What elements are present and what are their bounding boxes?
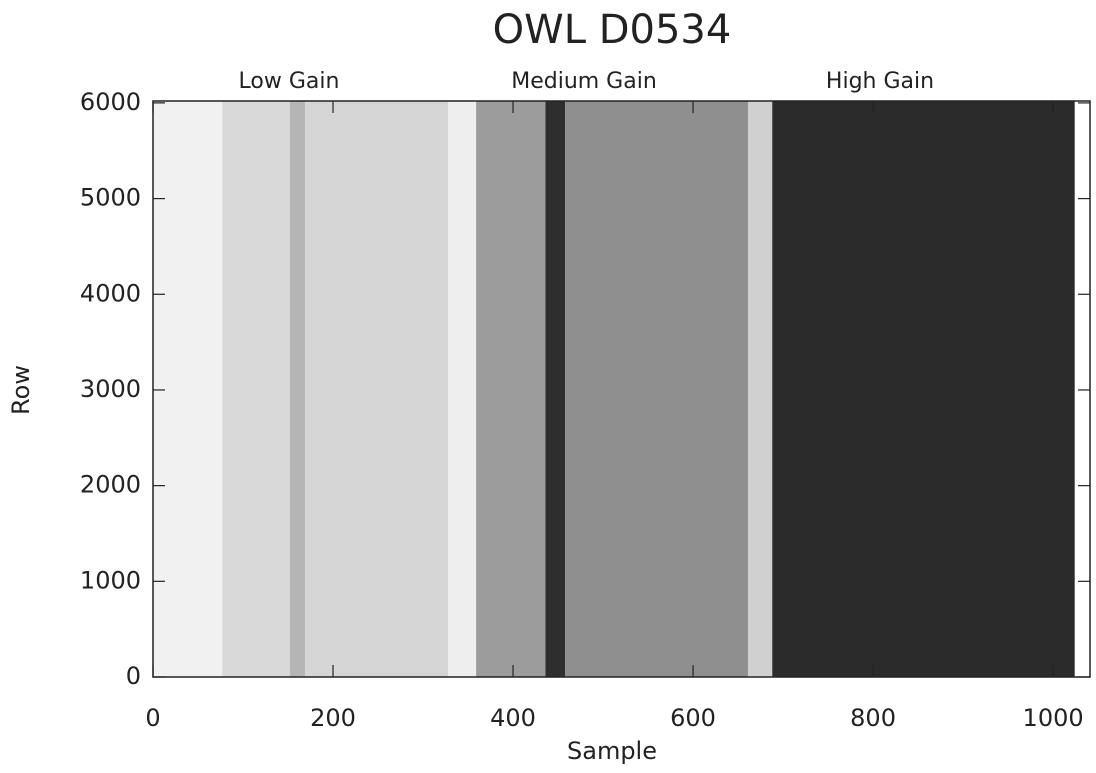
x-tick-label: 200: [310, 704, 356, 732]
y-tick-label: 3000: [80, 375, 141, 403]
image-column: [305, 101, 449, 677]
x-tick-label: 600: [670, 704, 716, 732]
image-column: [772, 101, 1075, 677]
plot-frame: [152, 100, 1091, 678]
x-tick-label: 400: [490, 704, 536, 732]
x-tick-label: 0: [145, 704, 160, 732]
x-tick-label: 1000: [1023, 704, 1084, 732]
y-tick-label: 4000: [80, 279, 141, 307]
image-column: [153, 101, 223, 677]
chart-title: OWL D0534: [493, 7, 732, 53]
image-column: [747, 101, 773, 677]
image-column: [476, 101, 546, 677]
x-axis-label: Sample: [567, 737, 657, 765]
image-column: [545, 101, 566, 677]
y-tick-label: 2000: [80, 471, 141, 499]
x-tick-label: 800: [850, 704, 896, 732]
y-tick-label: 0: [126, 662, 141, 690]
image-column: [448, 101, 477, 677]
y-tick-label: 5000: [80, 184, 141, 212]
annotation: High Gain: [826, 69, 934, 94]
image-column: [565, 101, 748, 677]
y-axis-label: Row: [7, 365, 35, 415]
y-tick-label: 6000: [80, 88, 141, 116]
image-column: [222, 101, 290, 677]
annotation: Medium Gain: [511, 69, 657, 94]
image-column: [289, 101, 306, 677]
y-tick-label: 1000: [80, 566, 141, 594]
annotation: Low Gain: [239, 69, 340, 94]
